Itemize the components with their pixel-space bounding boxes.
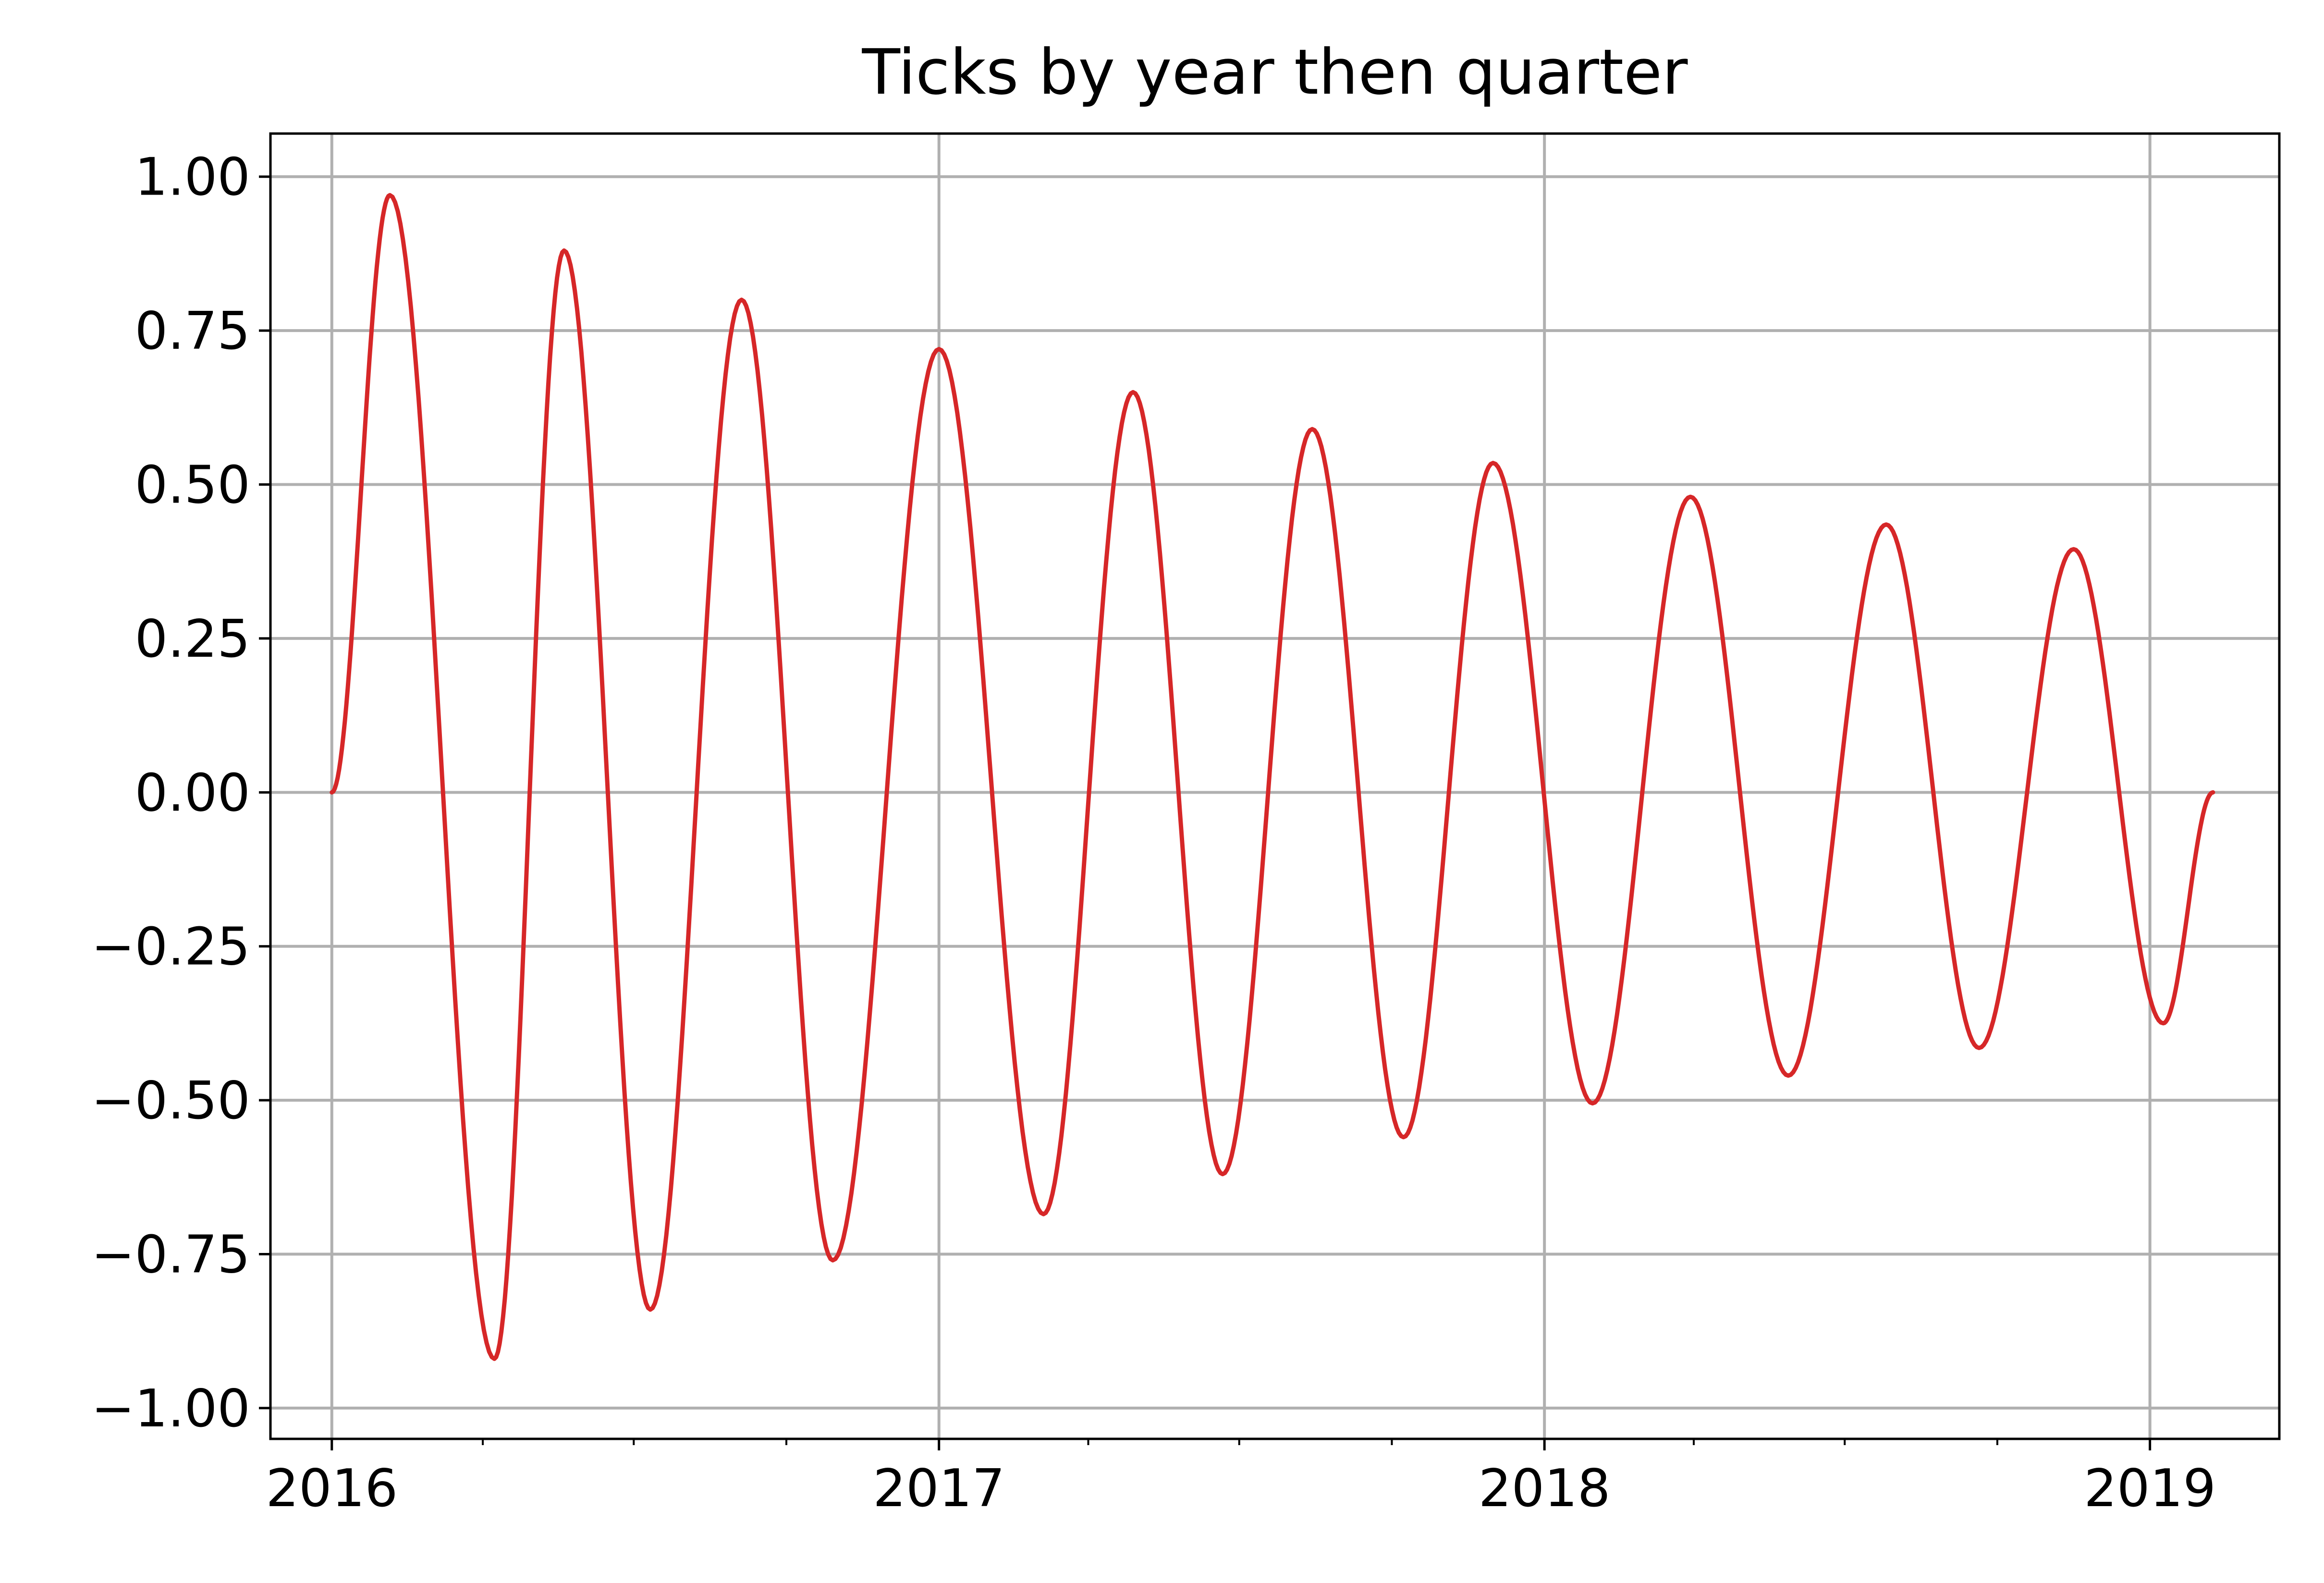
x-tick-label: 2016: [266, 1459, 398, 1519]
chart-title: Ticks by year then quarter: [862, 36, 1688, 109]
ticks: 2016 2017 2018 2019 1.00 0.75 0.50 0.25 0.00 −0.2…: [91, 147, 2216, 1519]
series-layer: [330, 193, 2215, 1361]
x-tick-label: 2019: [2084, 1459, 2216, 1519]
y-tick-label: −0.25: [91, 917, 250, 977]
y-tick-label: 0.75: [135, 301, 250, 361]
y-tick-label: −1.00: [91, 1379, 250, 1439]
y-tick-label: 1.00: [135, 147, 250, 208]
y-tick-label: 0.25: [135, 609, 250, 669]
y-tick-label: −0.75: [91, 1225, 250, 1285]
y-tick-label: 0.50: [135, 455, 250, 515]
y-tick-label: −0.50: [91, 1071, 250, 1131]
x-tick-label: 2017: [873, 1459, 1005, 1519]
series-line: [330, 193, 2215, 1361]
x-tick-label: 2018: [1479, 1459, 1611, 1519]
axes-frame: [269, 132, 2281, 1440]
y-tick-label: 0.00: [135, 763, 250, 823]
